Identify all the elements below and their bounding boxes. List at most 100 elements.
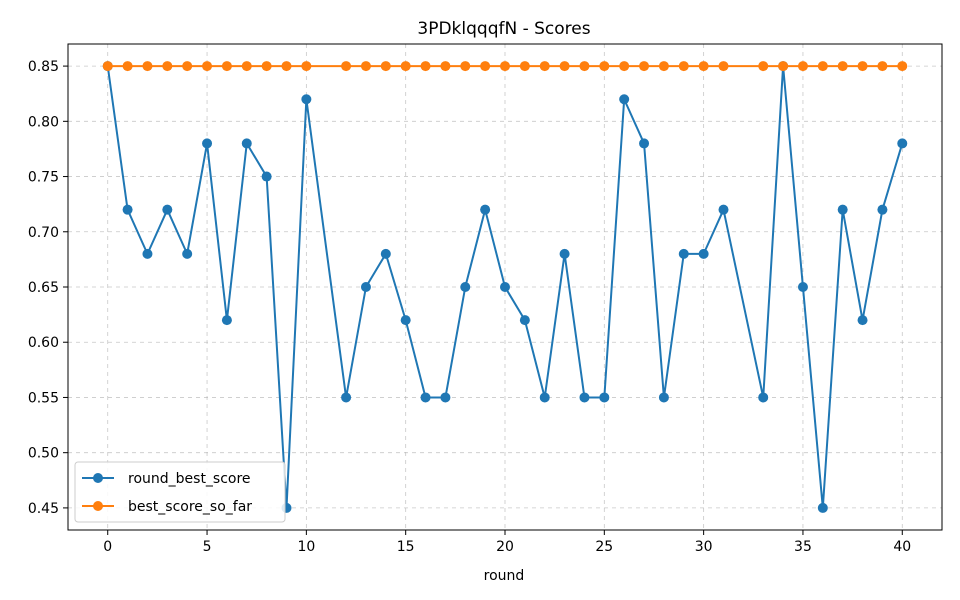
x-tick-label: 25	[595, 539, 613, 555]
data-point	[500, 282, 510, 292]
chart-title: 3PDklqqqfN - Scores	[417, 19, 590, 39]
data-point	[718, 204, 729, 215]
data-point	[877, 204, 888, 215]
y-tick-label: 0.65	[28, 280, 59, 296]
data-point	[202, 61, 213, 72]
data-point	[797, 61, 808, 72]
data-point	[718, 61, 729, 72]
data-point	[758, 392, 769, 403]
data-point	[261, 61, 272, 72]
data-point	[420, 392, 431, 403]
data-point	[341, 61, 352, 72]
data-point	[519, 315, 530, 326]
data-point	[221, 61, 232, 72]
data-point	[639, 61, 650, 72]
data-point	[519, 61, 530, 72]
data-point	[261, 171, 272, 182]
x-tick-label: 20	[496, 539, 514, 555]
data-point	[122, 61, 133, 72]
data-point	[678, 61, 689, 72]
data-point	[400, 61, 411, 72]
data-point	[400, 315, 411, 326]
y-tick-label: 0.80	[28, 114, 59, 130]
data-point	[480, 61, 491, 72]
data-point	[460, 61, 471, 72]
y-tick-label: 0.60	[28, 335, 59, 351]
x-tick-label: 15	[397, 539, 415, 555]
data-point	[182, 248, 193, 259]
data-point	[281, 61, 292, 72]
data-point	[619, 61, 630, 72]
data-point	[579, 392, 590, 403]
data-point	[559, 248, 570, 259]
y-tick-label: 0.85	[28, 59, 59, 75]
legend-box	[74, 461, 286, 523]
data-point	[360, 61, 371, 72]
data-point	[797, 282, 808, 292]
data-point	[837, 61, 848, 72]
data-point	[460, 282, 471, 292]
y-tick-label: 0.75	[28, 170, 59, 186]
data-point	[500, 61, 510, 72]
data-point	[440, 392, 451, 403]
data-point	[658, 61, 669, 72]
data-point	[241, 61, 252, 72]
data-point	[420, 61, 431, 72]
data-point	[102, 61, 113, 72]
data-point	[579, 61, 590, 72]
axis-ticks: 0 5 10 15 20 25 30 35 40 0.45 0.50 0.55 0.60 0.65 0.70…	[28, 59, 911, 555]
legend-label: best_score_so_far	[128, 499, 252, 515]
x-axis-label: round	[484, 568, 525, 584]
data-point	[698, 248, 709, 259]
legend: round_best_score best_score_so_far	[74, 461, 286, 523]
data-point	[360, 282, 371, 292]
legend-marker	[93, 501, 103, 511]
data-point	[122, 204, 133, 215]
data-point	[539, 392, 550, 403]
data-point	[142, 61, 153, 72]
data-point	[599, 61, 610, 72]
y-tick-label: 0.50	[28, 446, 59, 462]
data-point	[182, 61, 193, 72]
data-point	[142, 248, 153, 259]
data-point	[341, 392, 352, 403]
data-point	[480, 204, 491, 215]
data-point	[539, 61, 550, 72]
data-point	[778, 61, 789, 72]
data-point	[380, 61, 391, 72]
data-point	[599, 392, 610, 403]
x-tick-label: 10	[297, 539, 315, 555]
data-point	[639, 138, 650, 149]
data-point	[857, 315, 868, 326]
data-point	[440, 61, 451, 72]
y-tick-label: 0.55	[28, 390, 59, 406]
y-tick-label: 0.70	[28, 225, 59, 241]
plot-frame	[67, 43, 943, 531]
x-tick-label: 35	[794, 539, 812, 555]
x-tick-label: 40	[893, 539, 911, 555]
data-point	[678, 248, 689, 259]
data-point	[897, 138, 908, 149]
legend-marker	[93, 473, 103, 483]
data-point	[698, 61, 709, 72]
data-point	[162, 204, 173, 215]
y-tick-label: 0.45	[28, 501, 59, 517]
data-point	[619, 94, 630, 105]
series-best_score_so_far	[102, 61, 908, 72]
legend-label: round_best_score	[128, 471, 251, 487]
data-point	[301, 61, 312, 72]
data-point	[241, 138, 252, 149]
data-point	[301, 94, 312, 105]
data-point	[817, 61, 828, 72]
data-point	[877, 61, 888, 72]
x-tick-label: 5	[203, 539, 212, 555]
data-point	[221, 315, 232, 326]
data-point	[857, 61, 868, 72]
data-point	[162, 61, 173, 72]
x-tick-label: 0	[103, 539, 112, 555]
data-point	[837, 204, 848, 215]
data-point	[817, 502, 828, 513]
data-point	[559, 61, 570, 72]
data-point	[380, 248, 391, 259]
